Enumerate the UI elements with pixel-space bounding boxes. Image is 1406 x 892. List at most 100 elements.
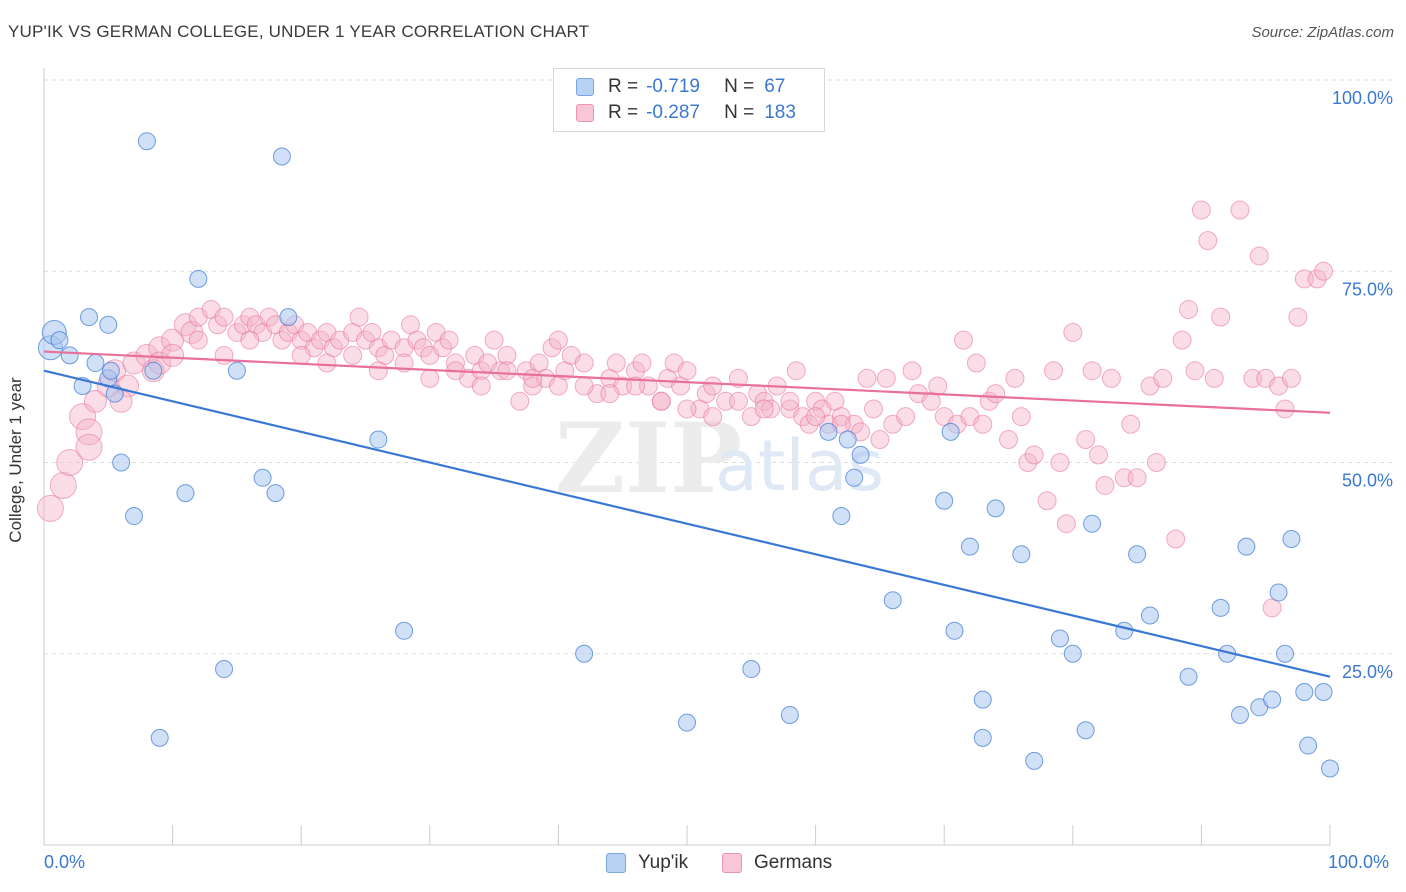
yupik-point [144,361,163,380]
germans-trend-line [43,350,1331,414]
germans-point [1089,445,1109,465]
germans-point [1076,430,1096,450]
germans-point [703,407,723,427]
germans-point [1101,368,1121,388]
germans-point [1095,475,1115,495]
germans-point [49,471,77,499]
germans-point [188,330,208,350]
yupik-point [819,422,838,441]
germans-point [1211,307,1231,327]
yupik-point [1263,690,1282,709]
yupik-point [960,537,979,556]
legend-swatch-blue [576,78,594,96]
yupik-point [253,468,272,487]
germans-point [1288,307,1308,327]
yupik-point [176,484,195,503]
yupik-point [945,621,964,640]
germans-point [677,361,697,381]
germans-point [677,399,697,419]
legend-n-label: N = [724,102,755,123]
legend-row-yupik: R = -0.719 N = 67 [576,76,785,98]
germans-point [902,361,922,381]
germans-point [1121,414,1141,434]
yupik-point [838,430,857,449]
germans-point [1179,300,1199,319]
yupik-point [80,308,99,327]
germans-point [1037,491,1057,511]
yupik-point [973,728,992,747]
germans-point [1314,261,1334,281]
grid-lines [44,79,1392,655]
germans-point [574,376,594,396]
y-tick-labels: 25.0% 50.0% 75.0% 100.0% [1332,88,1393,682]
germans-point [407,330,427,350]
germans-point [75,433,103,461]
germans-point [863,399,883,419]
yupik-point [137,132,156,151]
germans-point [208,315,228,335]
germans-point [780,391,800,411]
germans-point [1082,361,1102,381]
legend-n-label: N = [724,76,755,97]
germans-point [1005,368,1025,388]
yupik-point [1282,530,1301,548]
germans-point [83,389,107,413]
yupik-point [973,690,992,709]
bottom-legend-swatch-blue [606,853,626,873]
yupik-point [150,728,169,747]
germans-point [574,353,594,373]
yupik-point [369,430,388,449]
germans-point [1204,368,1224,388]
yupik-point [1050,629,1069,648]
germans-point [439,330,459,350]
germans-point [973,414,993,434]
yupik-point [1179,667,1198,686]
germans-point [173,313,197,337]
yupik-point [1025,751,1044,770]
germans-point [291,345,311,365]
germans-point [413,338,433,358]
yupik-point [1321,759,1339,778]
germans-point [1307,269,1327,289]
yupik-point [742,660,761,679]
source-label: Source: ZipAtlas.com [1251,24,1394,41]
germans-point [786,361,806,381]
germans-point [548,330,568,350]
germans-point [806,391,826,411]
legend-r-value: -0.719 [646,76,700,97]
legend-r-label: R = [608,76,639,97]
germans-point [56,449,84,476]
germans-point [1191,200,1211,220]
yupik-point [883,591,902,610]
germans-point [728,391,748,411]
watermark-zip: ZIP [555,402,742,515]
yupik-points [37,132,1339,778]
germans-point [259,307,279,327]
chart-title: YUP'IK VS GERMAN COLLEGE, UNDER 1 YEAR C… [8,22,590,41]
yupik-point [1128,545,1147,564]
y-tick-label: 50.0% [1342,471,1393,491]
yupik-point [1115,621,1134,640]
yupik-point [1275,644,1294,663]
yupik-point [935,491,954,510]
axes [43,68,1331,846]
germans-point [632,353,652,373]
germans-point [600,384,620,404]
yupik-point [1314,683,1333,701]
legend-swatch-pink [576,104,594,122]
germans-point [484,330,504,350]
germans-point [368,361,388,381]
legend-r-label: R = [608,102,639,123]
germans-point [728,368,748,388]
germans-point [1153,368,1173,388]
x-tick-label-min: 0.0% [44,852,86,872]
germans-point [1011,407,1031,427]
yupik-point [86,354,105,373]
germans-point [696,384,716,404]
yupik-point [851,445,870,464]
yupik-point [112,453,131,472]
germans-point [1262,598,1282,618]
y-tick-label: 25.0% [1342,662,1393,682]
yupik-point [395,621,414,640]
